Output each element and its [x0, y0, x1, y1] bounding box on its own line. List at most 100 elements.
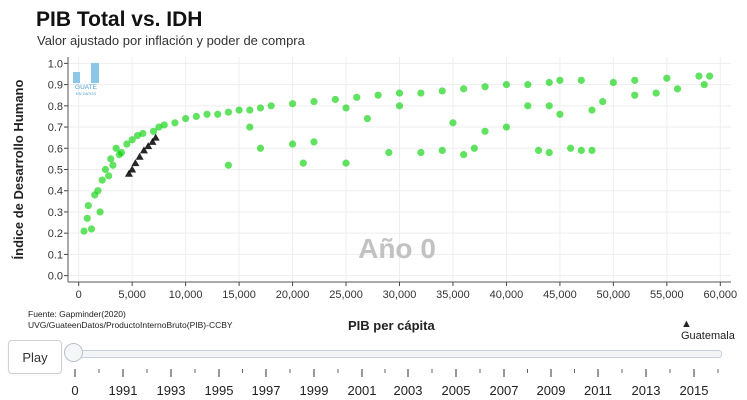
- data-point: [481, 83, 489, 91]
- data-point: [588, 146, 596, 154]
- data-point: [139, 129, 147, 138]
- source-note: Fuente: Gapminder(2020) UVG/GuateenDatos…: [28, 309, 233, 331]
- chart-title: PIB Total vs. IDH: [36, 8, 203, 31]
- slider-tick-label: 1999: [300, 383, 329, 398]
- data-point: [577, 76, 585, 84]
- data-point: [545, 148, 553, 157]
- x-tick-label: 60,000: [703, 289, 737, 301]
- data-point: [438, 146, 446, 154]
- data-point: [417, 148, 425, 157]
- slider-tick-label: 1997: [252, 383, 281, 398]
- data-point: [566, 144, 575, 152]
- y-tick-label: 0.7: [48, 122, 63, 134]
- slider-tick-label: 2003: [394, 383, 423, 398]
- data-point: [545, 78, 553, 87]
- slider-tick-label: 1991: [109, 383, 138, 398]
- x-tick-label: 10,000: [169, 289, 203, 301]
- data-point: [310, 138, 318, 146]
- data-point: [224, 108, 233, 116]
- logo-text: EN DATOS: [76, 91, 96, 96]
- data-point: [342, 159, 350, 167]
- data-point: [288, 100, 297, 108]
- data-point: [203, 110, 211, 118]
- legend-label: Guatemala: [681, 330, 735, 342]
- y-tick-label: 0.9: [48, 80, 63, 92]
- data-point: [395, 102, 404, 110]
- data-point: [235, 106, 243, 114]
- x-tick-label: 25,000: [329, 289, 363, 301]
- slider-tick-label: 2009: [537, 383, 566, 398]
- data-point: [246, 106, 254, 114]
- data-point: [385, 148, 393, 157]
- data-point: [556, 76, 564, 84]
- slider-tick-label: 2013: [632, 383, 661, 398]
- data-point: [502, 123, 511, 131]
- data-point: [470, 144, 478, 152]
- data-point: [299, 159, 307, 167]
- x-tick-label: 55,000: [650, 289, 684, 301]
- y-tick-label: 0.3: [48, 207, 63, 219]
- data-point: [556, 110, 564, 118]
- data-point: [112, 144, 120, 152]
- year-annotation: Año 0: [358, 233, 436, 264]
- x-tick-label: 35,000: [436, 289, 470, 301]
- data-point: [374, 91, 382, 99]
- slider-tick-label: 2011: [584, 383, 612, 398]
- x-tick-label: 50,000: [597, 289, 631, 301]
- x-tick-label: 15,000: [222, 289, 256, 301]
- data-point: [588, 106, 596, 114]
- slider-tick-label: 2005: [442, 383, 471, 398]
- y-tick-label: 0.1: [48, 249, 63, 261]
- data-point: [502, 80, 511, 89]
- data-point: [192, 112, 200, 121]
- y-tick-label: 0.2: [48, 228, 63, 240]
- data-point: [460, 151, 468, 159]
- y-tick-label: 0.0: [48, 271, 63, 283]
- data-point: [673, 85, 682, 93]
- logo-bar: [91, 63, 99, 83]
- data-point: [363, 114, 372, 123]
- data-point: [449, 119, 457, 127]
- slider-tick-label: 2015: [680, 383, 709, 398]
- data-point: [631, 76, 639, 84]
- logo-text: GUATE: [75, 84, 98, 91]
- data-point: [149, 127, 158, 135]
- y-tick-label: 0.8: [48, 101, 63, 113]
- logo-bar: [73, 72, 80, 83]
- data-point: [98, 176, 106, 184]
- slider-tick-label: 1993: [157, 383, 186, 398]
- legend-guatemala[interactable]: ▲ Guatemala: [681, 318, 747, 342]
- slider-tick-label: 2001: [348, 383, 377, 398]
- slider-tick-label: 2007: [490, 383, 519, 398]
- data-point: [94, 187, 102, 195]
- data-point: [545, 102, 553, 110]
- year-slider-handle[interactable]: [64, 343, 83, 362]
- guatemala-point: [144, 142, 153, 150]
- data-point: [577, 146, 585, 154]
- y-tick-label: 1.0: [48, 58, 63, 70]
- data-point: [256, 104, 265, 112]
- data-point: [224, 161, 233, 169]
- data-point: [524, 80, 532, 89]
- data-point: [128, 136, 136, 144]
- x-tick-label: 30,000: [383, 289, 417, 301]
- data-point: [695, 72, 703, 80]
- data-point: [267, 102, 275, 110]
- data-point: [107, 155, 115, 163]
- data-point: [182, 114, 190, 123]
- play-button[interactable]: Play: [8, 340, 62, 374]
- data-point: [353, 93, 361, 101]
- data-point: [342, 104, 350, 112]
- data-point: [101, 165, 110, 174]
- y-tick-label: 0.5: [48, 165, 63, 177]
- slider-tick-label: 0: [71, 383, 78, 398]
- data-point: [105, 172, 113, 180]
- y-axis-label: Índice de Desarrollo Humano: [11, 80, 26, 260]
- data-point: [171, 119, 179, 127]
- data-point: [123, 140, 131, 148]
- guatemala-point: [124, 169, 133, 177]
- data-point: [438, 87, 446, 95]
- guatemala-point: [139, 146, 148, 154]
